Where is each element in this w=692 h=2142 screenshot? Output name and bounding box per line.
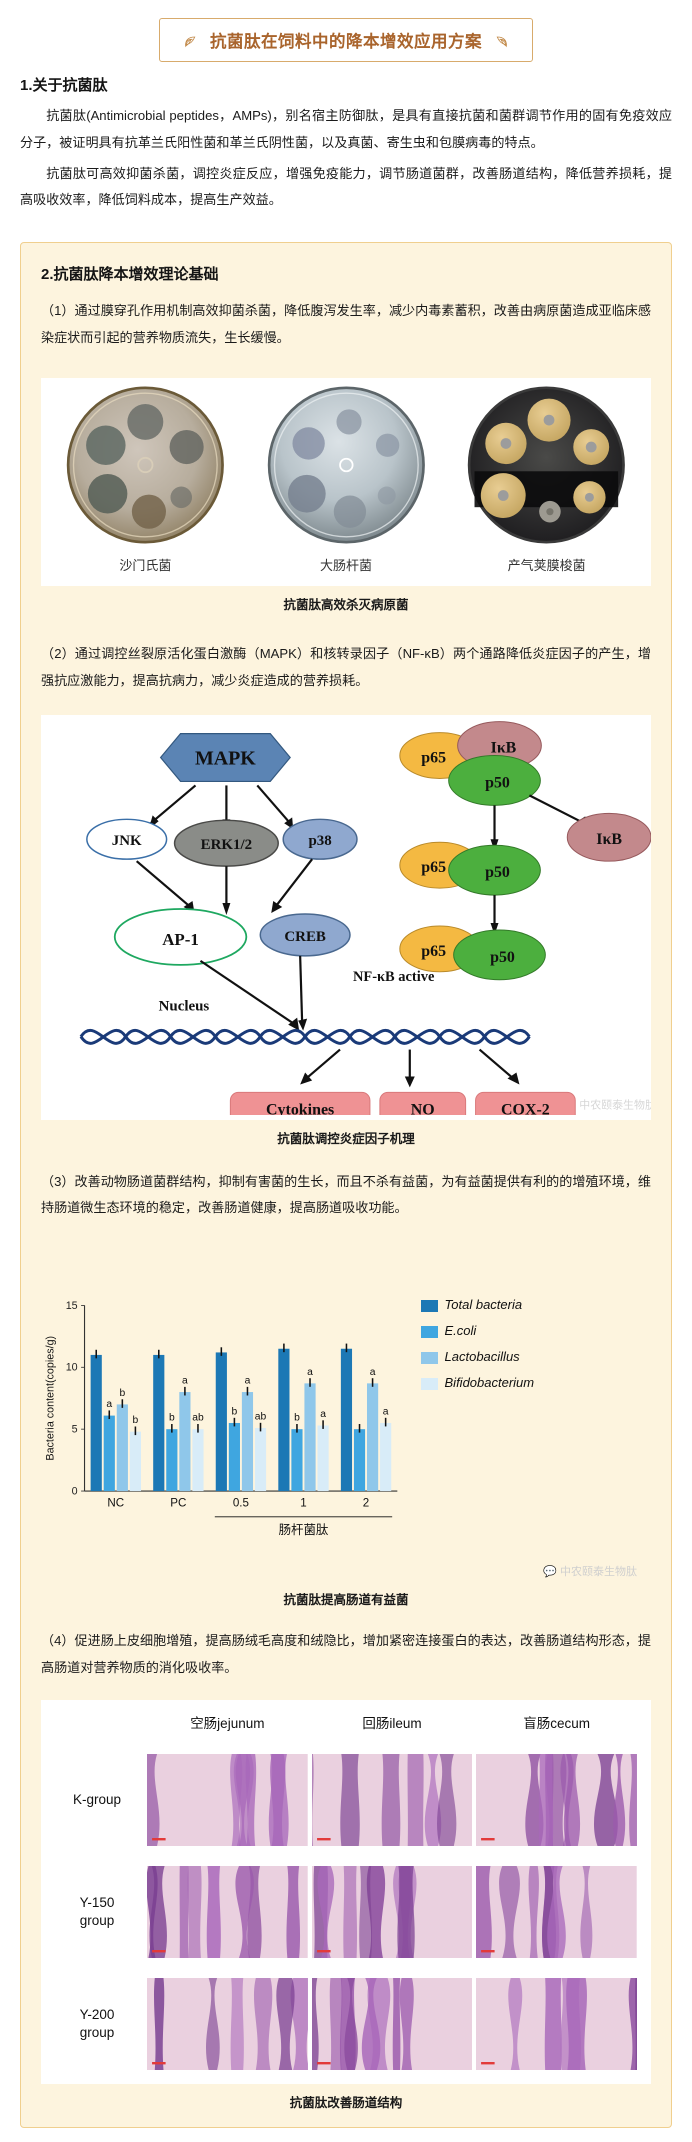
- svg-text:NO: NO: [411, 1101, 435, 1115]
- svg-text:CREB: CREB: [284, 929, 326, 945]
- svg-text:a: a: [245, 1376, 251, 1387]
- svg-text:a: a: [182, 1376, 188, 1387]
- svg-text:b: b: [294, 1413, 300, 1424]
- svg-text:JNK: JNK: [112, 833, 142, 849]
- svg-text:p65: p65: [421, 859, 446, 876]
- svg-text:a: a: [106, 1399, 112, 1410]
- svg-text:b: b: [232, 1407, 238, 1418]
- svg-text:10: 10: [66, 1362, 78, 1374]
- svg-text:p65: p65: [421, 749, 446, 766]
- svg-text:a: a: [307, 1367, 313, 1378]
- svg-text:肠杆菌肽: 肠杆菌肽: [279, 1522, 329, 1537]
- svg-text:Cytokines: Cytokines: [266, 1101, 334, 1115]
- svg-text:a: a: [383, 1407, 389, 1418]
- svg-text:Nucleus: Nucleus: [159, 998, 210, 1014]
- svg-text:p50: p50: [485, 864, 510, 881]
- svg-text:NC: NC: [107, 1497, 124, 1510]
- svg-text:PC: PC: [170, 1497, 186, 1510]
- svg-text:2: 2: [363, 1497, 369, 1510]
- svg-text:a: a: [320, 1409, 326, 1420]
- svg-text:b: b: [133, 1415, 139, 1426]
- svg-text:p50: p50: [490, 948, 515, 965]
- svg-text:a: a: [370, 1367, 376, 1378]
- svg-text:Bacteria content(copies/g): Bacteria content(copies/g): [45, 1336, 57, 1461]
- svg-text:1: 1: [300, 1497, 306, 1510]
- svg-text:b: b: [169, 1413, 175, 1424]
- svg-text:15: 15: [66, 1300, 78, 1312]
- svg-text:ab: ab: [255, 1412, 267, 1423]
- svg-text:p65: p65: [421, 942, 446, 959]
- svg-text:IκB: IκB: [491, 739, 517, 756]
- svg-text:MAPK: MAPK: [195, 747, 256, 769]
- svg-text:p50: p50: [485, 774, 510, 791]
- svg-text:0.5: 0.5: [233, 1497, 249, 1510]
- svg-text:ab: ab: [192, 1413, 204, 1424]
- svg-text:b: b: [119, 1388, 125, 1399]
- svg-text:AP-1: AP-1: [162, 930, 199, 949]
- svg-text:0: 0: [72, 1486, 78, 1498]
- svg-text:ERK1/2: ERK1/2: [201, 837, 252, 853]
- svg-text:p38: p38: [308, 833, 331, 849]
- svg-text:NF-κB active: NF-κB active: [353, 968, 435, 984]
- svg-text:5: 5: [72, 1424, 78, 1436]
- svg-text:COX-2: COX-2: [501, 1101, 550, 1115]
- svg-text:IκB: IκB: [596, 831, 622, 848]
- svg-text:中农颐泰生物肽: 中农颐泰生物肽: [579, 1097, 651, 1111]
